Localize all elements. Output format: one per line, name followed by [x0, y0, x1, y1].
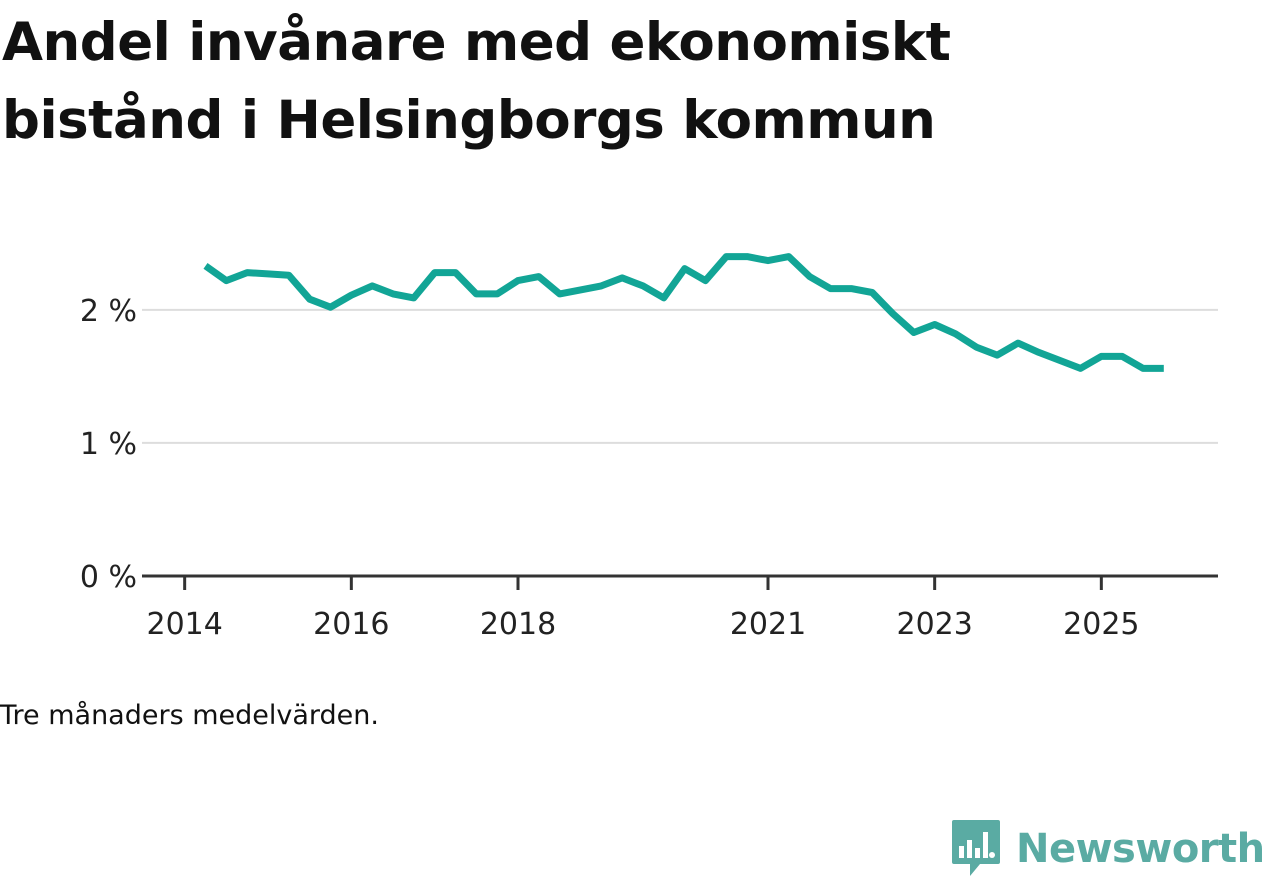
x-tick-label: 2023 — [896, 607, 972, 642]
chart-note: Tre månaders medelvärden. — [0, 700, 379, 731]
x-tick-label: 2025 — [1063, 607, 1139, 642]
line-chart: 0 % 1 % 2 % 2014 2016 2018 2021 2023 2025 — [80, 253, 1218, 642]
x-tick-label: 2016 — [313, 607, 389, 642]
series-layer — [203, 253, 1164, 372]
brand-name: Newsworthy — [1016, 826, 1262, 872]
x-tick-label: 2014 — [146, 607, 222, 642]
gridlines — [142, 308, 1218, 578]
brand-logo: Newsworthy — [950, 818, 1262, 880]
chart-title: Andel invånare med ekonomiskt bistånd i … — [2, 12, 951, 151]
x-axis: 2014 2016 2018 2021 2023 2025 — [142, 574, 1218, 642]
y-tick-label: 0 % — [80, 560, 137, 595]
y-axis-ticks: 0 % 1 % 2 % — [80, 294, 137, 595]
bar-chart-speech-bubble-icon — [952, 820, 1000, 876]
series-line — [203, 253, 1164, 372]
x-tick-label: 2021 — [730, 607, 806, 642]
y-tick-label: 1 % — [80, 427, 137, 462]
y-tick-label: 2 % — [80, 294, 137, 329]
x-tick-label: 2018 — [480, 607, 556, 642]
